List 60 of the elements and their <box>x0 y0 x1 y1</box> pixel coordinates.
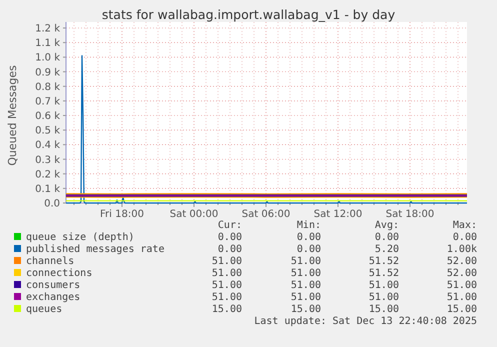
text: 1.00k <box>446 244 477 255</box>
legend-label: queues <box>26 304 62 315</box>
chart-title: stats for wallabag.import.wallabag_v1 - by day <box>102 7 396 22</box>
text: Avg: <box>374 220 399 231</box>
text: 51.00 <box>368 292 399 303</box>
text: 51.52 <box>368 256 399 267</box>
text: 15.00 <box>368 304 399 315</box>
text: 51.00 <box>212 256 242 267</box>
legend-label: consumers <box>26 280 80 291</box>
text: 0.00 <box>296 244 321 255</box>
text: 0.00 <box>296 232 321 243</box>
text: 51.00 <box>290 256 321 267</box>
text: Cur: <box>218 220 242 231</box>
x-tick-label: Sat 06:00 <box>242 209 290 220</box>
text: Last update: Sat Dec 13 22:40:08 2025 <box>254 316 477 327</box>
y-tick-label: 1.1 k <box>35 38 60 50</box>
x-tick-label: Fri 18:00 <box>100 209 144 220</box>
legend-label: exchanges <box>26 292 80 303</box>
y-tick-label: 1.0 k <box>35 52 60 64</box>
text: 52.00 <box>446 268 477 279</box>
text: 51.00 <box>212 292 242 303</box>
text: 52.00 <box>446 256 477 267</box>
text: 51.00 <box>212 268 242 279</box>
y-tick-label: 0.1 k <box>35 184 60 195</box>
y-tick-label: 0.3 k <box>35 154 60 166</box>
legend-label: queue size (depth) <box>26 232 134 243</box>
text: 51.00 <box>290 268 321 279</box>
text: 51.00 <box>368 280 399 291</box>
legend-label: published messages rate <box>26 244 164 255</box>
y-axis-title: Queued Messages <box>6 64 19 166</box>
legend-label: channels <box>26 256 74 267</box>
y-tick-label: 0.8 k <box>35 82 60 93</box>
y-tick-label: 1.2 k <box>35 24 60 34</box>
x-tick-label: Sat 00:00 <box>170 209 218 220</box>
y-tick-label: 0.7 k <box>35 96 60 108</box>
text: 51.00 <box>446 292 477 303</box>
text: 51.00 <box>446 280 477 291</box>
text: 0.00 <box>218 244 242 255</box>
y-tick-label: 0.4 k <box>35 140 60 152</box>
y-tick-label: 0.9 k <box>35 67 60 78</box>
y-tick-label: 0.0 <box>44 198 60 210</box>
text: 0.00 <box>218 232 242 243</box>
text: 51.00 <box>212 280 242 291</box>
y-tick-label: 0.2 k <box>35 169 60 180</box>
text: 51.00 <box>290 280 321 291</box>
x-tick-label: Sat 18:00 <box>386 209 434 220</box>
x-tick-label: Sat 12:00 <box>314 209 362 220</box>
text: 51.00 <box>290 292 321 303</box>
y-tick-label: 0.5 k <box>35 126 60 137</box>
text: 0.00 <box>374 232 399 243</box>
text: Max: <box>452 220 477 231</box>
y-tick-label: 0.6 k <box>35 111 60 122</box>
text: 0.00 <box>452 232 477 243</box>
text: 51.52 <box>368 268 399 279</box>
text: 5.20 <box>374 244 399 255</box>
text: 15.00 <box>212 304 242 315</box>
text: Min: <box>296 220 321 231</box>
legend-label: connections <box>26 268 92 279</box>
text: 15.00 <box>446 304 477 315</box>
text: 15.00 <box>290 304 321 315</box>
